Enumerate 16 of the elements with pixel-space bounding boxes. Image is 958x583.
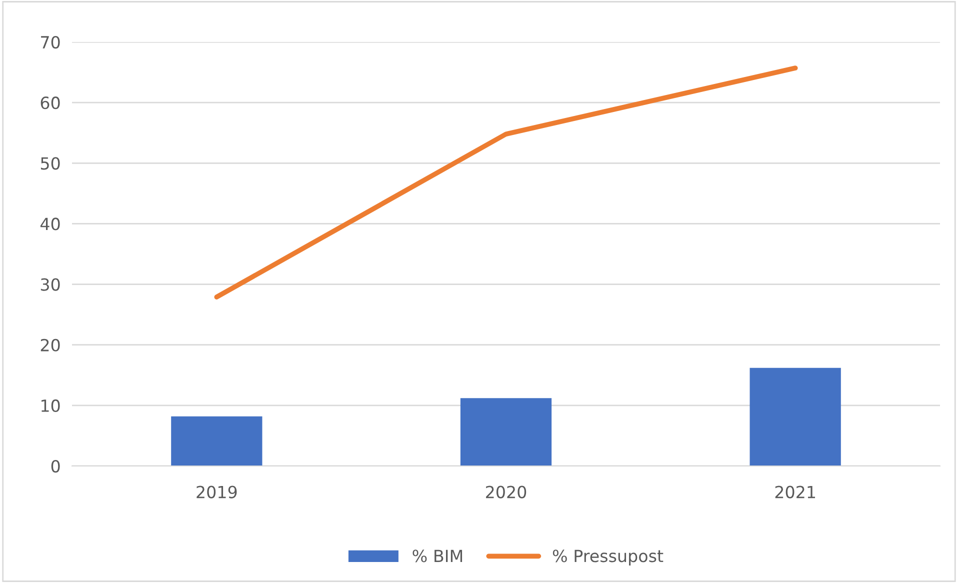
y-tick-label: 50 xyxy=(40,157,60,170)
y-tick-label: 20 xyxy=(40,338,60,352)
x-tick-label: 2020 xyxy=(486,486,526,498)
bar xyxy=(171,416,262,466)
legend-label: % Pressupost xyxy=(552,550,664,566)
y-tick-label: 10 xyxy=(42,399,60,412)
y-tick-label: 0 xyxy=(51,460,60,473)
y-tick-label: 70 xyxy=(41,36,60,49)
legend-label: % BIM xyxy=(412,550,462,562)
y-tick-label: 60 xyxy=(40,96,60,110)
x-tick-label: 2021 xyxy=(775,486,815,498)
x-tick-label: 2019 xyxy=(196,486,237,498)
y-tick-label: 30 xyxy=(40,278,60,291)
bar xyxy=(750,368,841,466)
y-tick-label: 40 xyxy=(40,218,60,230)
bar xyxy=(460,398,552,466)
